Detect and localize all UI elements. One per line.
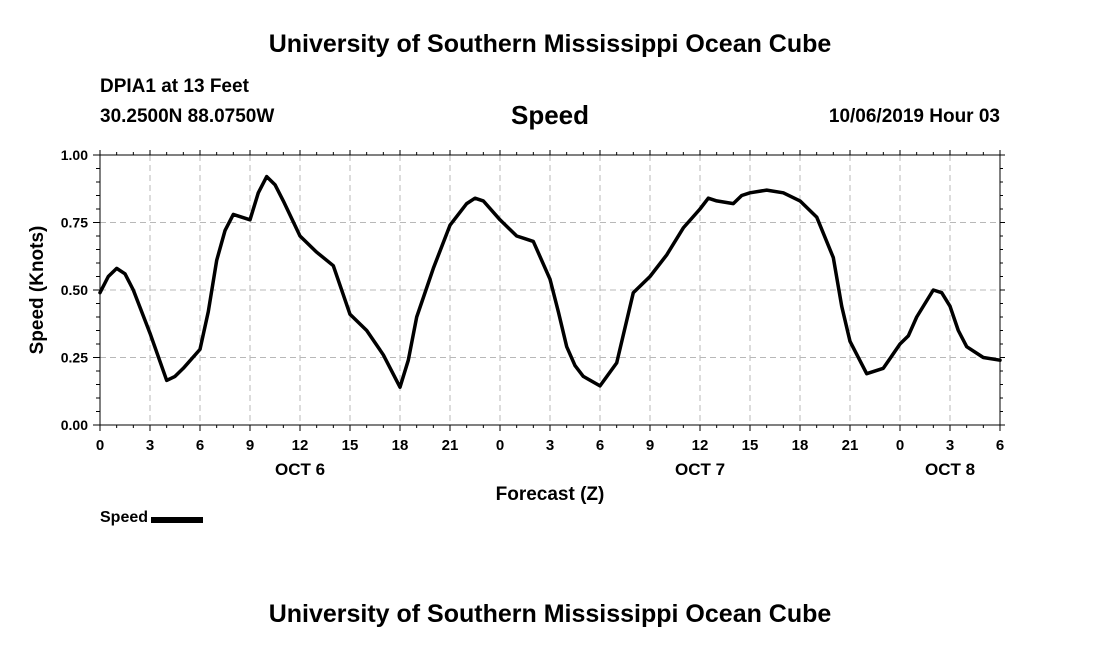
x-tick-label: 6 [996, 437, 1004, 454]
chart-title: Speed [510, 100, 590, 130]
day-label: OCT 7 [675, 460, 725, 479]
x-tick-label: 9 [246, 437, 254, 454]
coordinates-label: 30.2500N 88.0750W [100, 106, 275, 127]
station-label: DPIA1 at 13 Feet [100, 76, 249, 97]
x-tick-label: 15 [742, 437, 759, 454]
x-tick-label: 15 [342, 437, 359, 454]
forecast-datetime: 10/06/2019 Hour 03 [828, 106, 1000, 127]
x-tick-label: 0 [496, 437, 504, 454]
legend: Speed [100, 509, 204, 527]
footer-title: University of Southern Mississippi Ocean… [268, 600, 832, 628]
y-tick-label: 0.25 [61, 350, 88, 366]
page-title: University of Southern Mississippi Ocean… [268, 30, 832, 58]
x-tick-label: 0 [96, 437, 104, 454]
x-tick-label: 6 [596, 437, 604, 454]
x-tick-label: 6 [196, 437, 204, 454]
x-tick-label: 3 [146, 437, 154, 454]
x-tick-label: 12 [692, 437, 709, 454]
x-tick-label: 18 [392, 437, 409, 454]
x-tick-label: 3 [946, 437, 954, 454]
x-tick-label: 18 [792, 437, 809, 454]
y-axis-title: Speed (Knots) [27, 226, 48, 355]
day-label: OCT 6 [275, 460, 325, 479]
x-tick-label: 21 [842, 437, 859, 454]
x-tick-label: 3 [546, 437, 554, 454]
x-tick-label: 9 [646, 437, 654, 454]
legend-line-swatch [151, 517, 204, 523]
y-tick-label: 1.00 [61, 147, 88, 163]
x-tick-label: 12 [292, 437, 309, 454]
y-tick-label: 0.75 [61, 215, 88, 231]
legend-label: Speed [100, 509, 149, 526]
x-tick-label: 0 [896, 437, 904, 454]
day-label: OCT 8 [925, 460, 975, 479]
y-tick-label: 0.00 [61, 417, 88, 433]
y-tick-label: 0.50 [61, 282, 88, 298]
x-axis-title: Forecast (Z) [496, 484, 605, 505]
speed-series-line [98, 174, 1002, 389]
x-tick-label: 21 [442, 437, 459, 454]
